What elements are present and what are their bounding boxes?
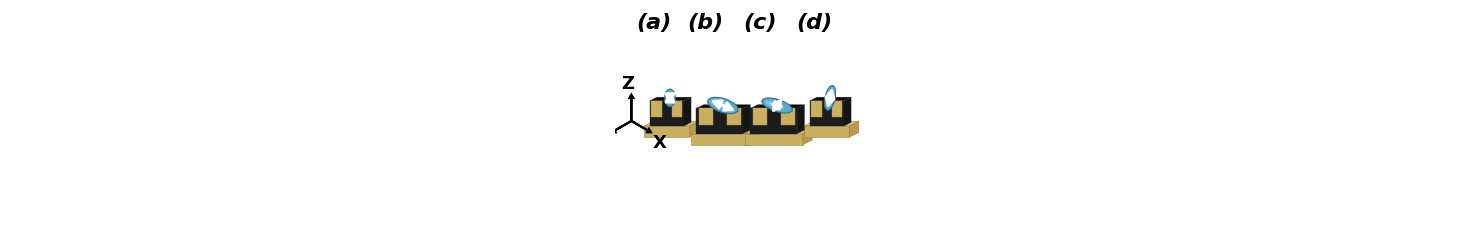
Polygon shape bbox=[805, 126, 849, 137]
Text: X: X bbox=[652, 134, 667, 152]
Polygon shape bbox=[698, 108, 713, 125]
Text: (c): (c) bbox=[742, 13, 777, 33]
Polygon shape bbox=[781, 108, 794, 125]
Polygon shape bbox=[805, 121, 858, 126]
Ellipse shape bbox=[710, 100, 731, 109]
Polygon shape bbox=[745, 134, 803, 145]
Ellipse shape bbox=[827, 92, 830, 98]
Text: (b): (b) bbox=[688, 13, 723, 33]
Polygon shape bbox=[742, 105, 750, 134]
Polygon shape bbox=[803, 129, 812, 145]
FancyArrow shape bbox=[631, 121, 651, 132]
Ellipse shape bbox=[714, 102, 723, 106]
Ellipse shape bbox=[762, 101, 793, 112]
Polygon shape bbox=[671, 101, 682, 117]
Polygon shape bbox=[849, 121, 858, 137]
Ellipse shape bbox=[765, 101, 784, 109]
Polygon shape bbox=[750, 108, 797, 134]
Polygon shape bbox=[691, 129, 757, 134]
Ellipse shape bbox=[664, 97, 676, 102]
Polygon shape bbox=[649, 97, 691, 101]
Polygon shape bbox=[645, 126, 689, 137]
Polygon shape bbox=[697, 105, 750, 108]
Polygon shape bbox=[691, 134, 748, 145]
Ellipse shape bbox=[824, 85, 836, 110]
Polygon shape bbox=[689, 121, 698, 137]
Ellipse shape bbox=[762, 98, 793, 113]
Ellipse shape bbox=[825, 96, 836, 103]
Polygon shape bbox=[797, 105, 805, 134]
Polygon shape bbox=[697, 108, 742, 134]
Polygon shape bbox=[683, 97, 691, 126]
Polygon shape bbox=[811, 101, 821, 117]
FancyArrow shape bbox=[630, 94, 633, 121]
Polygon shape bbox=[843, 97, 851, 126]
Ellipse shape bbox=[769, 102, 778, 106]
Polygon shape bbox=[745, 129, 812, 134]
Polygon shape bbox=[809, 101, 843, 126]
Text: (d): (d) bbox=[796, 13, 831, 33]
Polygon shape bbox=[750, 105, 805, 108]
Polygon shape bbox=[831, 101, 842, 117]
Polygon shape bbox=[753, 108, 766, 125]
Polygon shape bbox=[645, 121, 698, 126]
FancyArrow shape bbox=[612, 121, 631, 132]
Ellipse shape bbox=[825, 90, 833, 103]
Text: Z: Z bbox=[621, 75, 634, 93]
Text: (a): (a) bbox=[636, 13, 671, 33]
Polygon shape bbox=[649, 101, 683, 126]
Ellipse shape bbox=[667, 94, 670, 98]
Ellipse shape bbox=[708, 97, 738, 114]
Ellipse shape bbox=[665, 89, 676, 107]
Ellipse shape bbox=[665, 92, 673, 101]
Polygon shape bbox=[748, 129, 757, 145]
Polygon shape bbox=[726, 108, 741, 125]
Polygon shape bbox=[809, 97, 851, 101]
Ellipse shape bbox=[707, 101, 738, 112]
Polygon shape bbox=[652, 101, 661, 117]
